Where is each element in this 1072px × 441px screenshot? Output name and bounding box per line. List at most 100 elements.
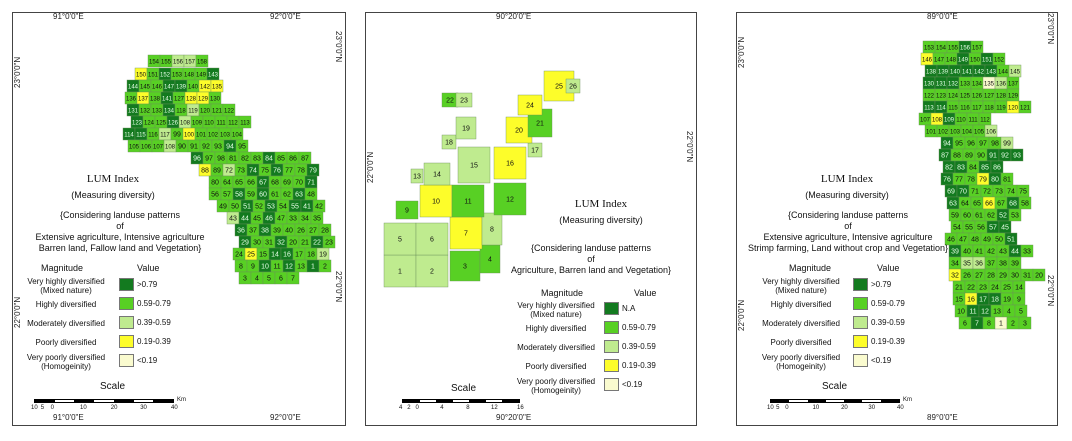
grid-cell-label: 115 bbox=[948, 106, 958, 112]
grid-cell-label: 145 bbox=[1010, 70, 1021, 76]
grid-cell-label: 97 bbox=[979, 141, 987, 148]
desc-line: Extensive agriculture, Intensive agricul… bbox=[763, 232, 933, 242]
grid-cell-label: 110 bbox=[956, 118, 966, 124]
grid-cell-label: 20 bbox=[1035, 273, 1043, 280]
grid-cell-label: 22 bbox=[967, 285, 975, 292]
grid-cell-label: 107 bbox=[153, 145, 164, 151]
grid-cell-label: 50 bbox=[995, 237, 1003, 244]
grid-cell-label: 123 bbox=[936, 94, 947, 100]
grid-cell-label: 23 bbox=[460, 98, 468, 105]
grid-cell-label: 93 bbox=[1013, 153, 1021, 160]
grid-cell-label: 73 bbox=[237, 168, 245, 175]
grid-cell-label: 7 bbox=[975, 321, 979, 328]
legend-label: Very poorly diversified (Homogeinity) bbox=[761, 353, 841, 371]
grid-cell-label: 66 bbox=[985, 201, 993, 208]
grid-cell-label: 35 bbox=[313, 216, 321, 223]
grid-cell-label: 111 bbox=[968, 118, 978, 124]
scale-tick-label: 5 bbox=[40, 405, 45, 411]
grid-cell-label: 9 bbox=[405, 208, 409, 215]
grid-cell-label: 95 bbox=[955, 141, 963, 148]
grid-cell-label: 122 bbox=[924, 94, 935, 100]
legend-value: <0.19 bbox=[622, 380, 643, 389]
grid-cell-label: 17 bbox=[979, 297, 987, 304]
legend-label: Very poorly diversified (Homogeinity) bbox=[516, 377, 596, 395]
grid-cell-label: 1 bbox=[398, 269, 402, 276]
grid-cell bbox=[493, 146, 527, 180]
grid-cell-label: 31 bbox=[1023, 273, 1031, 280]
grid-cell-label: 39 bbox=[273, 228, 281, 235]
grid-cell-label: 91 bbox=[989, 153, 997, 160]
grid-cell-label: 136 bbox=[996, 82, 1007, 88]
scale-tick-label: 0 bbox=[415, 405, 419, 411]
grid-cell-label: 139 bbox=[938, 70, 949, 76]
grid-cell-label: 22 bbox=[313, 240, 321, 247]
grid-cell-label: 150 bbox=[970, 58, 981, 64]
grid-cell-label: 38 bbox=[999, 261, 1007, 268]
grid-cell-label: 6 bbox=[963, 321, 967, 328]
grid-cell-label: 28 bbox=[321, 228, 329, 235]
grid-cell-label: 151 bbox=[982, 58, 993, 64]
grid-cell-label: 4 bbox=[488, 257, 492, 264]
grid-cell bbox=[449, 216, 483, 250]
grid-cell-label: 25 bbox=[247, 252, 255, 259]
legend-label: Moderately diversified bbox=[762, 319, 840, 328]
grid-cell-label: 35 bbox=[963, 261, 971, 268]
grid-cell-label: 84 bbox=[969, 165, 977, 172]
grid-cell-label: 124 bbox=[144, 121, 155, 127]
grid-cell-label: 3 bbox=[463, 264, 467, 271]
grid-cell-label: 29 bbox=[241, 240, 249, 247]
grid-cell-label: 21 bbox=[536, 121, 544, 128]
grid-cell-label: 2 bbox=[1011, 321, 1015, 328]
grid-cell-label: 113 bbox=[924, 106, 934, 112]
scale-tick-label: 4 bbox=[399, 405, 403, 411]
grid-cell-label: 9 bbox=[251, 264, 255, 271]
grid-cell-label: 65 bbox=[973, 201, 981, 208]
grid-cell-label: 134 bbox=[972, 82, 983, 88]
grid-cell bbox=[423, 162, 451, 186]
grid-cell-label: 102 bbox=[938, 130, 949, 136]
legend-label: Very highly diversified (Mixed nature) bbox=[762, 277, 840, 295]
grid-cell-label: 103 bbox=[950, 130, 961, 136]
legend-swatch-high bbox=[853, 297, 868, 310]
scale-tick-label: 12 bbox=[491, 405, 498, 411]
grid-cell-label: 46 bbox=[265, 216, 273, 223]
grid-cell-label: 45 bbox=[253, 216, 261, 223]
map-description: {Considering landuse patterns of Extensi… bbox=[739, 210, 957, 254]
grid-cell-label: 80 bbox=[991, 177, 999, 184]
legend-value: 0.59-0.79 bbox=[622, 323, 656, 332]
grid-cell bbox=[1020, 244, 1034, 258]
grid-cell-label: 133 bbox=[960, 82, 971, 88]
grid-cell bbox=[286, 271, 300, 285]
grid-cell bbox=[441, 134, 457, 150]
grid-cell-label: 11 bbox=[969, 309, 976, 316]
legend-swatch-moderate bbox=[119, 316, 134, 329]
grid-cell-label: 15 bbox=[470, 163, 478, 170]
grid-cell-label: 34 bbox=[301, 216, 309, 223]
grid-cell-label: 33 bbox=[1023, 249, 1031, 256]
grid-cell-label: 78 bbox=[967, 177, 975, 184]
scale-tick-label: 10 bbox=[31, 405, 38, 411]
grid-cell-label: 137 bbox=[1008, 82, 1019, 88]
grid-cell-label: 91 bbox=[190, 144, 198, 151]
grid-cell-label: 109 bbox=[192, 121, 203, 127]
grid-cell bbox=[1010, 148, 1024, 162]
grid-cell bbox=[410, 168, 424, 184]
legend-magnitude-header: Magnitude bbox=[541, 288, 584, 298]
grid-cell-label: 52 bbox=[255, 204, 263, 211]
grid-cell bbox=[318, 259, 332, 273]
grid-cell-label: 157 bbox=[185, 60, 196, 66]
grid-cell-label: 116 bbox=[148, 133, 158, 139]
grid-cell bbox=[415, 254, 449, 288]
legend-value: 0.39-0.59 bbox=[622, 342, 656, 351]
legend-value-header: Value bbox=[137, 263, 160, 273]
grid-cell-label: 104 bbox=[962, 130, 973, 136]
grid-cell bbox=[451, 184, 485, 218]
grid-cell-label: 30 bbox=[1011, 273, 1019, 280]
grid-cell-label: 82 bbox=[241, 156, 249, 163]
grid-cell-label: 62 bbox=[283, 192, 291, 199]
grid-cell-label: 17 bbox=[295, 252, 303, 259]
grid-cell-label: 147 bbox=[934, 58, 945, 64]
grid-cell-label: 75 bbox=[261, 168, 269, 175]
scale-unit: Km bbox=[177, 397, 186, 403]
